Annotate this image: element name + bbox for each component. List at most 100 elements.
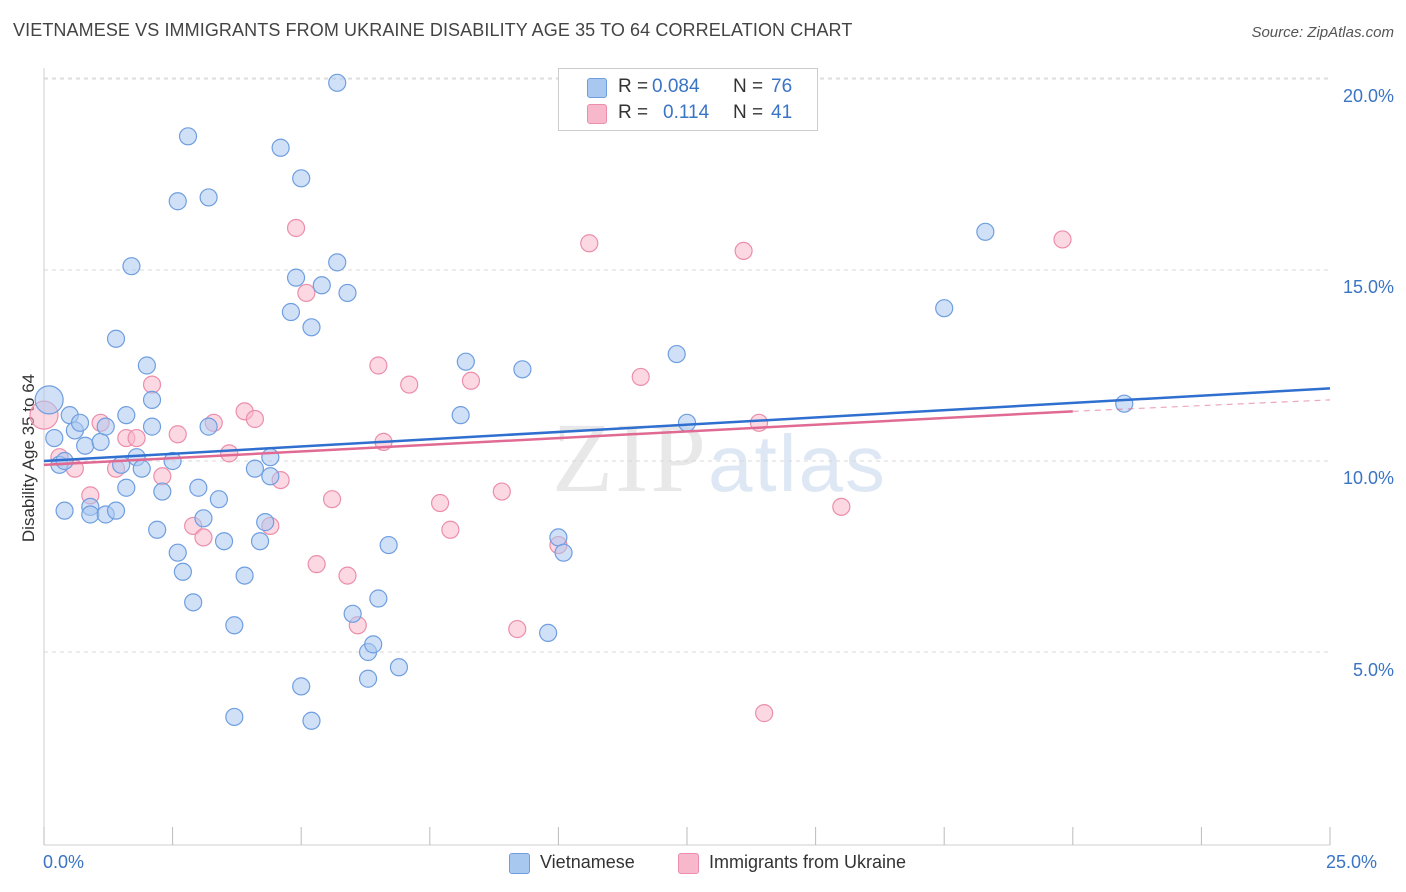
vietnamese-point bbox=[312, 276, 331, 295]
ukraine-point bbox=[508, 619, 527, 639]
vietnamese-point bbox=[358, 669, 378, 688]
vietnamese-point bbox=[81, 505, 100, 524]
vietnamese-point bbox=[261, 467, 280, 486]
vietnamese-point bbox=[209, 490, 228, 509]
vietnamese-point bbox=[539, 623, 558, 643]
vietnamese-point bbox=[117, 406, 136, 425]
ukraine-point bbox=[322, 490, 342, 509]
vietnamese-point bbox=[148, 520, 167, 539]
ukraine-point bbox=[307, 555, 326, 574]
bottom-legend-swatch-ukraine bbox=[678, 853, 699, 874]
ukraine-point bbox=[369, 356, 388, 375]
ukraine-point bbox=[631, 367, 650, 387]
legend-swatch-vietnamese bbox=[587, 78, 607, 98]
vietnamese-point bbox=[369, 589, 388, 608]
vietnamese-point bbox=[292, 169, 311, 188]
vietnamese-point bbox=[173, 562, 192, 581]
ukraine-point bbox=[580, 234, 599, 253]
ukraine-point bbox=[338, 566, 357, 585]
ukraine-trend-line-extension bbox=[1072, 399, 1331, 412]
vietnamese-point bbox=[935, 299, 954, 318]
vietnamese-point bbox=[235, 566, 254, 585]
vietnamese-point bbox=[184, 593, 203, 612]
vietnamese-point bbox=[132, 459, 151, 478]
ukraine-point bbox=[127, 428, 146, 448]
ukraine-point bbox=[1053, 230, 1072, 249]
bottom-legend-swatch-vietnamese bbox=[509, 853, 530, 874]
bottom-legend-label: Vietnamese bbox=[540, 852, 635, 872]
ukraine-point bbox=[168, 425, 187, 444]
vietnamese-point bbox=[199, 188, 218, 207]
vietnamese-point bbox=[286, 268, 306, 287]
vietnamese-point bbox=[456, 352, 475, 371]
ukraine-point bbox=[400, 375, 419, 394]
y-tick-label-5: 5.0% bbox=[1352, 660, 1394, 680]
y-tick-label-20: 20.0% bbox=[1342, 86, 1394, 106]
legend-n-label: N = bbox=[733, 102, 764, 123]
legend-r-value: 0.114 bbox=[663, 102, 710, 123]
correlation-legend: R = 0.084 N = 76 R = 0.114 N = 41 bbox=[558, 68, 818, 131]
ukraine-trend-line bbox=[43, 410, 1073, 467]
ukraine-point bbox=[461, 371, 481, 390]
legend-r-value: 0.084 bbox=[652, 76, 700, 97]
vietnamese-point bbox=[91, 432, 110, 451]
bottom-legend-label: Immigrants from Ukraine bbox=[709, 852, 907, 872]
ukraine-point bbox=[194, 528, 213, 547]
vietnamese-point bbox=[338, 283, 357, 303]
vietnamese-point bbox=[137, 356, 156, 375]
vietnamese-point bbox=[199, 417, 218, 436]
legend-n-label: N = bbox=[733, 76, 764, 97]
legend-r-label: R = bbox=[618, 102, 649, 123]
watermark-atlas: atlas bbox=[708, 419, 887, 508]
vietnamese-point bbox=[96, 417, 115, 436]
vietnamese-point bbox=[328, 73, 347, 92]
vietnamese-point bbox=[302, 318, 321, 337]
vietnamese-point bbox=[106, 501, 126, 520]
source-label: Source: ZipAtlas.com bbox=[1251, 24, 1394, 41]
vietnamese-point bbox=[513, 360, 532, 379]
ukraine-point bbox=[430, 493, 450, 513]
ukraine-point bbox=[220, 444, 239, 463]
vietnamese-point bbox=[379, 535, 398, 555]
ukraine-point bbox=[286, 218, 306, 238]
vietnamese-point bbox=[55, 501, 74, 520]
vietnamese-point bbox=[667, 344, 686, 364]
legend-swatch-ukraine bbox=[587, 104, 607, 124]
vietnamese-point bbox=[451, 406, 470, 425]
vietnamese-point bbox=[122, 257, 141, 276]
vietnamese-point bbox=[281, 302, 301, 322]
vietnamese-point bbox=[142, 390, 162, 409]
ukraine-point bbox=[755, 704, 774, 723]
vietnamese-point bbox=[45, 428, 64, 448]
vietnamese-point bbox=[292, 677, 311, 696]
vietnamese-trend-line bbox=[43, 387, 1331, 463]
ukraine-point bbox=[492, 482, 511, 501]
vietnamese-point bbox=[153, 482, 172, 501]
vietnamese-point bbox=[117, 478, 136, 497]
vietnamese-point bbox=[302, 711, 321, 730]
legend-n-value: 76 bbox=[771, 76, 793, 97]
vietnamese-point bbox=[112, 455, 131, 474]
ukraine-point bbox=[297, 283, 316, 303]
vietnamese-point bbox=[214, 532, 234, 551]
x-tick-label-min: 0.0% bbox=[43, 852, 85, 872]
vietnamese-point bbox=[250, 532, 270, 551]
y-tick-label-15: 15.0% bbox=[1342, 277, 1394, 297]
vietnamese-point bbox=[271, 138, 290, 157]
vietnamese-point bbox=[34, 385, 64, 415]
vietnamese-point bbox=[225, 616, 244, 635]
vietnamese-point bbox=[106, 329, 126, 348]
ukraine-point bbox=[142, 375, 162, 394]
vietnamese-point bbox=[178, 127, 198, 146]
vietnamese-point bbox=[168, 543, 187, 562]
ukraine-point bbox=[153, 467, 172, 486]
legend-n-value: 41 bbox=[771, 102, 793, 123]
vietnamese-point bbox=[261, 448, 280, 467]
vietnamese-point bbox=[189, 478, 208, 497]
chart-title: VIETNAMESE VS IMMIGRANTS FROM UKRAINE DI… bbox=[13, 20, 853, 40]
vietnamese-point bbox=[168, 192, 187, 211]
vietnamese-point bbox=[976, 222, 995, 241]
ukraine-point bbox=[245, 409, 265, 429]
y-tick-label-10: 10.0% bbox=[1342, 468, 1394, 488]
